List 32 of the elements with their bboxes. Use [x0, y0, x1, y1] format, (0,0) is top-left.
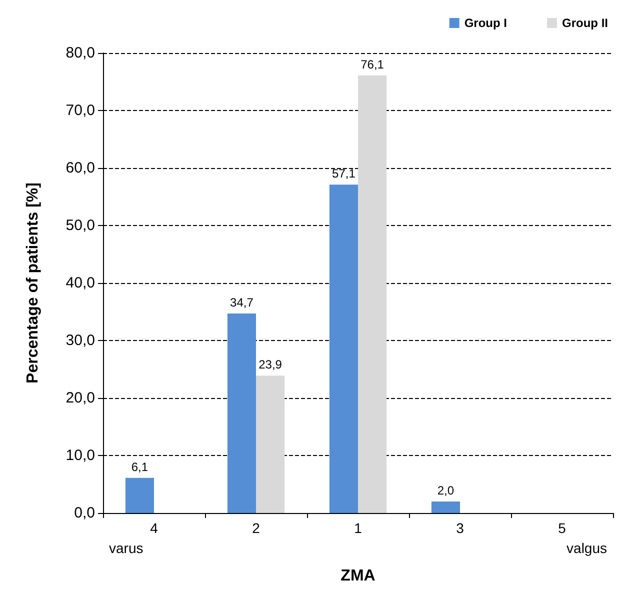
bar: [329, 184, 358, 513]
legend-label: Group II: [562, 16, 608, 30]
data-label: 23,9: [258, 358, 282, 372]
y-tick-label: 80,0: [66, 44, 95, 62]
y-tick-label: 50,0: [66, 217, 95, 234]
y-tick-label: 20,0: [66, 390, 95, 406]
bar: [358, 75, 387, 513]
legend-label: Group I: [464, 16, 508, 30]
y-tick-label: 70,0: [66, 102, 95, 119]
y-tick-label: 60,0: [66, 160, 95, 176]
x-tick-label: 4: [150, 520, 158, 536]
data-label: 6,1: [131, 460, 148, 474]
text: valgus: [566, 540, 607, 556]
data-label: 76,1: [360, 57, 384, 72]
x-tick-label: 2: [252, 520, 260, 536]
bar: [125, 478, 154, 513]
bar: [431, 502, 460, 513]
data-label: 34,7: [230, 295, 254, 310]
x-axis-title: ZMA: [340, 568, 376, 584]
y-tick-label: 40,0: [66, 274, 95, 292]
data-label: 2,0: [437, 484, 454, 498]
bar: [227, 313, 256, 513]
y-tick-label: 30,0: [66, 332, 95, 349]
y-axis-title: Percentage of patients [%]: [24, 182, 42, 384]
x-tick-label: 1: [354, 520, 362, 536]
y-tick-label: 10,0: [66, 447, 95, 464]
y-tick-label: 0,0: [74, 504, 95, 522]
text: varus: [109, 540, 144, 556]
bar: [256, 376, 285, 513]
x-tick-label: 3: [456, 520, 464, 536]
x-tick-label: 5: [558, 520, 566, 536]
data-label: 57,1: [332, 166, 356, 181]
